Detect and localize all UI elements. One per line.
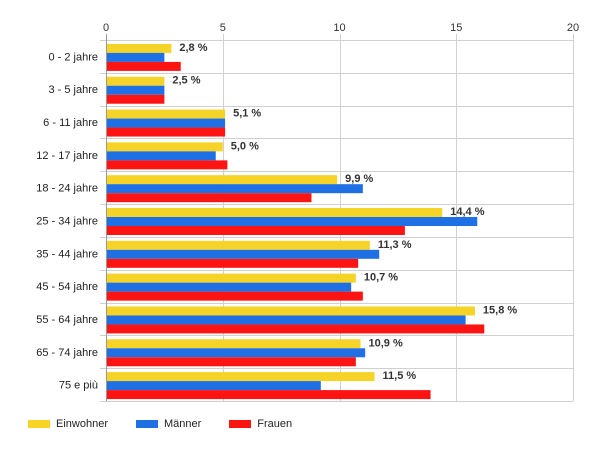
legend-item-frauen: Frauen — [229, 418, 292, 430]
bar-männer — [107, 315, 466, 325]
bar-einwohner — [107, 175, 338, 185]
data-label: 9,9 % — [345, 173, 373, 185]
bar-männer — [107, 249, 380, 259]
y-category-label: 25 - 34 jahre — [36, 216, 98, 228]
y-category-label: 3 - 5 jahre — [48, 84, 98, 96]
bar-männer — [107, 85, 165, 95]
bar-frauen — [107, 390, 431, 400]
y-category-label: 75 e più — [59, 380, 98, 392]
y-category-label: 6 - 11 jahre — [43, 117, 98, 129]
data-label: 15,8 % — [483, 304, 517, 316]
data-label: 2,8 % — [179, 42, 207, 54]
bar-einwohner — [107, 273, 356, 283]
bar-einwohner — [107, 43, 172, 53]
bar-frauen — [107, 291, 363, 301]
bar-frauen — [107, 61, 181, 71]
bar-frauen — [107, 258, 359, 268]
legend-label: Männer — [163, 418, 202, 430]
legend-swatch — [28, 420, 50, 428]
data-label: 10,7 % — [364, 272, 398, 284]
data-label: 11,3 % — [378, 239, 412, 251]
y-axis-categories: 0 - 2 jahre 3 - 5 jahre 6 - 11 jahre 12 - 1… — [36, 51, 98, 391]
bar-männer — [107, 118, 226, 128]
bar-frauen — [107, 226, 405, 235]
grid-lines — [100, 34, 574, 402]
bar-frauen — [107, 357, 356, 367]
y-category-label: 35 - 44 jahre — [36, 248, 98, 260]
bar-männer — [107, 151, 216, 161]
data-label: 14,4 % — [450, 206, 484, 218]
bar-einwohner — [107, 142, 223, 152]
legend-item-männer: Männer — [135, 418, 202, 430]
bar-einwohner — [107, 76, 165, 86]
legend-item-einwohner: Einwohner — [28, 418, 108, 430]
bar-frauen — [107, 127, 226, 137]
y-category-label: 12 - 17 jahre — [36, 150, 98, 162]
bar-männer — [107, 381, 321, 391]
bar-frauen — [107, 193, 312, 203]
bar-einwohner — [107, 240, 370, 250]
bar-einwohner — [107, 208, 443, 217]
bar-frauen — [107, 94, 165, 104]
bar-einwohner — [107, 339, 361, 349]
bar-männer — [107, 348, 366, 358]
x-tick-label: 5 — [220, 22, 226, 34]
y-category-label: 18 - 24 jahre — [36, 183, 98, 195]
bar-männer — [107, 217, 478, 226]
bar-einwohner — [107, 372, 375, 382]
bar-männer — [107, 52, 165, 62]
x-tick-label: 0 — [103, 22, 109, 34]
bar-männer — [107, 282, 352, 292]
bar-einwohner — [107, 306, 475, 316]
y-category-label: 65 - 74 jahre — [36, 347, 98, 359]
y-category-label: 55 - 64 jahre — [36, 314, 98, 326]
x-axis-ticks: 0 5 10 15 20 — [103, 22, 579, 34]
legend-swatch — [229, 420, 252, 428]
bar-einwohner — [107, 109, 226, 119]
x-tick-label: 15 — [450, 22, 462, 34]
data-label: 5,1 % — [233, 108, 261, 120]
legend-label: Einwohner — [56, 418, 108, 430]
data-label: 2,5 % — [172, 75, 200, 87]
y-category-label: 45 - 54 jahre — [36, 281, 98, 293]
x-tick-label: 20 — [567, 22, 579, 34]
y-category-label: 0 - 2 jahre — [48, 51, 98, 63]
legend-swatch — [135, 420, 158, 428]
data-labels: 2,8 % 2,5 % 5,1 % 5,0 % 9,9 % 14,4 % 11,3 % 10,… — [172, 42, 517, 382]
legend-label: Frauen — [257, 418, 293, 430]
data-label: 5,0 % — [231, 140, 259, 152]
bar-frauen — [107, 160, 228, 170]
bar-männer — [107, 184, 363, 194]
legend: Einwohner Männer Frauen — [28, 416, 320, 432]
x-tick-label: 10 — [333, 22, 345, 34]
bar-series — [107, 43, 485, 400]
bar-frauen — [107, 324, 485, 334]
data-label: 10,9 % — [369, 337, 403, 349]
data-label: 11,5 % — [383, 370, 417, 382]
